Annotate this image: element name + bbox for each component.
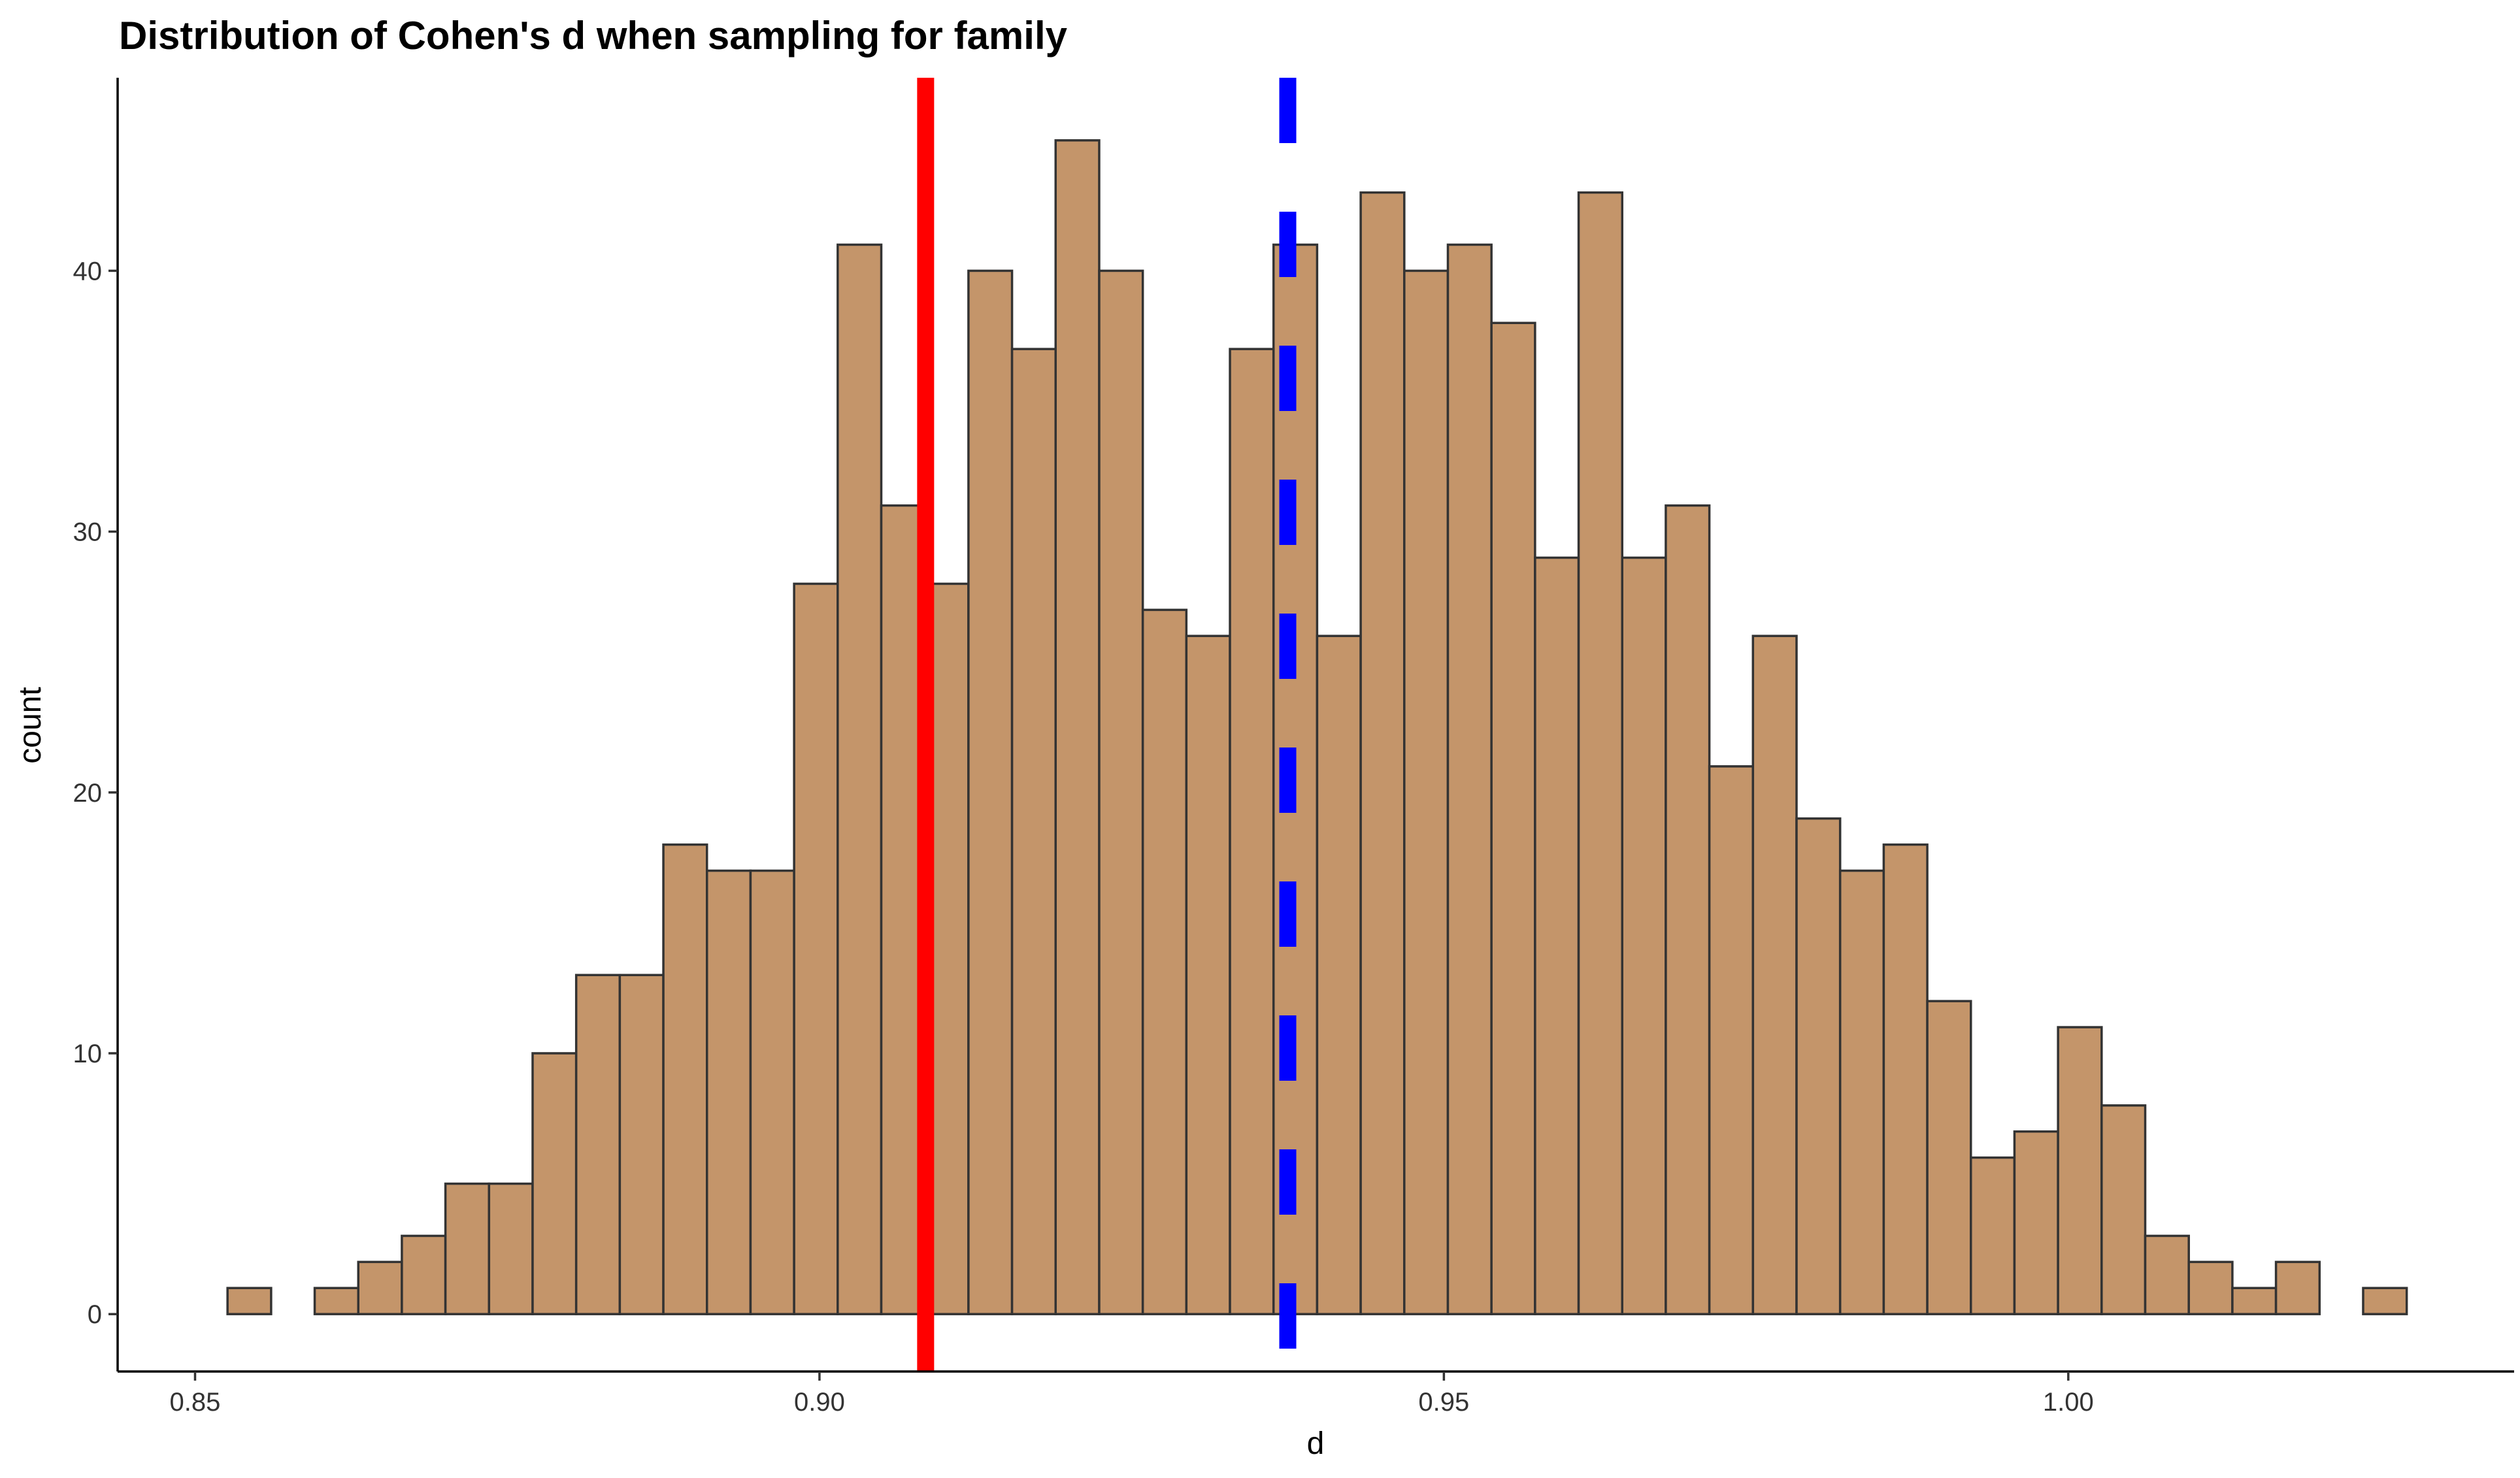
y-tick-label: 10	[73, 1040, 103, 1068]
bar	[967, 269, 1014, 1315]
bar	[1926, 1000, 1972, 1315]
bar	[1141, 608, 1188, 1315]
bar	[313, 1287, 359, 1315]
bar	[1708, 765, 1755, 1315]
bar	[2057, 1026, 2103, 1315]
bar	[1838, 869, 1885, 1315]
bar	[1970, 1156, 2016, 1315]
bar	[749, 869, 795, 1315]
y-tick-label: 0	[88, 1300, 102, 1329]
bar	[1229, 348, 1275, 1315]
bar	[618, 974, 665, 1315]
bar	[793, 582, 839, 1315]
x-tick-label: 0.85	[170, 1388, 221, 1417]
bar	[1446, 243, 1493, 1315]
bar	[401, 1234, 447, 1315]
y-axis-title: count	[13, 687, 48, 763]
bar	[1098, 269, 1144, 1315]
chart-title: Distribution of Cohen's d when sampling …	[119, 14, 1068, 57]
bar	[1185, 634, 1231, 1315]
bar	[1403, 269, 1450, 1315]
bar	[705, 869, 752, 1315]
bar	[1665, 504, 1711, 1315]
bar	[1316, 634, 1362, 1315]
bar	[574, 974, 622, 1315]
bar	[1577, 191, 1623, 1315]
bar	[2362, 1287, 2408, 1315]
x-axis-title: d	[1307, 1426, 1325, 1461]
bar	[531, 1052, 578, 1315]
x-tick-label: 0.90	[794, 1388, 845, 1417]
bar	[1359, 191, 1406, 1315]
bar	[2231, 1287, 2278, 1315]
bar	[1795, 817, 1842, 1315]
bar	[2274, 1260, 2321, 1315]
bar	[226, 1287, 273, 1315]
bar	[2013, 1130, 2059, 1315]
x-tick-label: 1.00	[2043, 1388, 2094, 1417]
x-tick-label: 0.95	[1418, 1388, 1469, 1417]
y-tick-label: 30	[73, 518, 103, 547]
bar	[444, 1182, 491, 1315]
bar	[2144, 1234, 2190, 1315]
bar	[357, 1260, 403, 1315]
bar	[1490, 321, 1536, 1315]
bar	[662, 843, 708, 1315]
bar	[1010, 348, 1057, 1315]
bar	[1751, 634, 1798, 1315]
y-tick-label: 20	[73, 779, 103, 808]
bar	[1882, 843, 1929, 1315]
bar	[2187, 1260, 2234, 1315]
bar	[2100, 1104, 2147, 1315]
y-tick-label: 40	[73, 257, 103, 286]
bar	[488, 1182, 534, 1315]
bar	[1534, 556, 1580, 1315]
bar	[1621, 556, 1667, 1315]
bar	[1054, 139, 1101, 1315]
bar	[837, 243, 883, 1315]
